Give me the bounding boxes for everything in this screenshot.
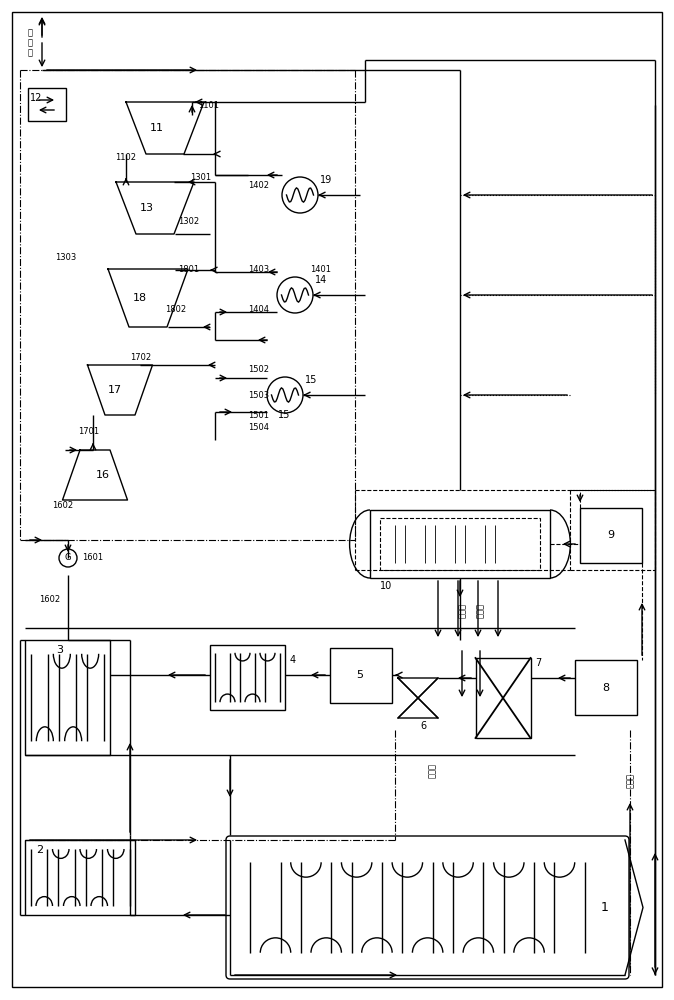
Bar	[370, 510, 550, 578]
Text: 1404: 1404	[248, 306, 269, 314]
Text: 1602: 1602	[40, 595, 61, 604]
Text: 1702: 1702	[130, 354, 151, 362]
Text: 14: 14	[315, 275, 328, 285]
Text: 1802: 1802	[165, 306, 186, 314]
Text: 1601: 1601	[82, 554, 103, 562]
Text: 8: 8	[603, 683, 609, 693]
Text: 1102: 1102	[115, 153, 136, 162]
Bar	[28, 88, 66, 121]
Text: 18: 18	[133, 293, 147, 303]
Text: 1303: 1303	[55, 253, 76, 262]
Text: 19: 19	[320, 175, 332, 185]
Bar	[475, 658, 530, 738]
Text: 6: 6	[420, 721, 426, 731]
Text: 1403: 1403	[248, 265, 269, 274]
Text: 一次风: 一次风	[625, 772, 634, 788]
Bar	[210, 645, 285, 710]
Text: 1101: 1101	[198, 101, 219, 109]
Bar	[25, 840, 135, 915]
Text: 1801: 1801	[178, 265, 199, 274]
Text: 1402: 1402	[248, 180, 269, 190]
Bar	[330, 648, 392, 703]
Text: G: G	[65, 554, 71, 562]
Text: 1503: 1503	[248, 390, 269, 399]
Bar	[380, 518, 540, 570]
Text: 1502: 1502	[248, 365, 269, 374]
Text: 16: 16	[96, 470, 110, 480]
Text: 二次风: 二次风	[458, 602, 466, 617]
Bar	[25, 640, 110, 755]
Text: 15: 15	[305, 375, 317, 385]
Text: 12: 12	[30, 93, 42, 103]
Text: 1302: 1302	[178, 218, 199, 227]
Text: 产
品
气: 产 品 气	[28, 28, 32, 58]
Bar	[575, 660, 637, 715]
Text: 1701: 1701	[78, 428, 99, 436]
Text: 7: 7	[536, 658, 542, 668]
Text: 15: 15	[278, 410, 290, 420]
Text: 1501: 1501	[248, 410, 269, 420]
Text: 1: 1	[601, 901, 609, 914]
Text: 1401: 1401	[310, 265, 331, 274]
Text: 二次风: 二次风	[427, 762, 437, 778]
Text: 10: 10	[380, 581, 392, 591]
Text: 一次风: 一次风	[475, 602, 485, 617]
Text: 11: 11	[150, 123, 164, 133]
Text: 2: 2	[36, 845, 44, 855]
Text: 1301: 1301	[190, 174, 211, 182]
Text: 4: 4	[290, 655, 296, 665]
Text: 13: 13	[140, 203, 154, 213]
Text: 17: 17	[108, 385, 122, 395]
Text: 5: 5	[357, 670, 363, 680]
Text: 1602: 1602	[52, 500, 73, 510]
Bar	[580, 508, 642, 563]
Text: 1504: 1504	[248, 424, 269, 432]
Text: 9: 9	[607, 530, 615, 540]
Text: 3: 3	[57, 645, 63, 655]
